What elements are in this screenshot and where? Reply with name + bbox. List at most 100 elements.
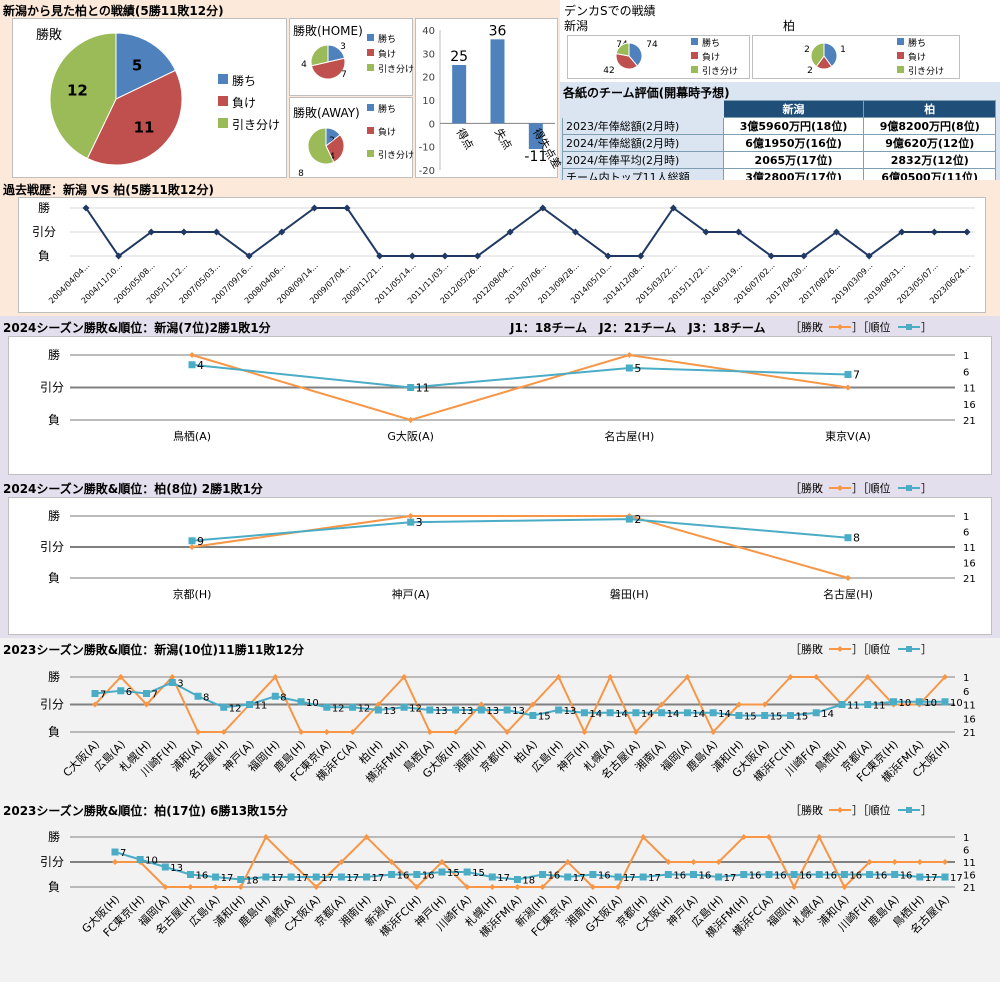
season-2023-niigata-result-point bbox=[478, 701, 485, 708]
away-pie-legend-swatch bbox=[367, 150, 374, 157]
home-pie-legend-label: 勝ち bbox=[378, 33, 396, 45]
season-2023-niigata-result-point bbox=[452, 729, 459, 735]
denka-niigata-pie-slice bbox=[615, 53, 639, 70]
season-2023-niigata-rank-value-label: 13 bbox=[512, 706, 525, 717]
season-2023-kashiwa-rank-value-label: 16 bbox=[824, 871, 837, 882]
score-bar-value-label: 25 bbox=[450, 49, 468, 65]
season-2023-niigata-rank-point bbox=[838, 701, 846, 708]
home-pie-title: 勝敗(HOME) bbox=[293, 24, 363, 38]
season-2024-niigata-y-label-draw: 引分 bbox=[40, 381, 64, 395]
season-2023-niigata-rank-point bbox=[889, 698, 897, 706]
denka-title: デンカSでの戦績 bbox=[564, 4, 656, 18]
season-2023-niigata-rank-point bbox=[683, 709, 691, 717]
history-point bbox=[408, 252, 416, 260]
season-2023-kashiwa-result-point bbox=[262, 834, 269, 840]
denka-niigata-pie-legend-swatch bbox=[691, 52, 698, 59]
season-2023-niigata-result-point bbox=[813, 674, 820, 680]
history-point bbox=[571, 228, 579, 236]
home-pie-legend-label: 引き分け bbox=[378, 64, 414, 75]
season-2023-kashiwa-rank-point bbox=[212, 873, 220, 881]
overall-pie-slice bbox=[86, 69, 183, 166]
season-2023-niigata-rank-point bbox=[91, 690, 99, 697]
home-pie-slice-label: 3 bbox=[340, 42, 346, 52]
season-2023-niigata-rank-point bbox=[477, 706, 485, 714]
season-2023-kashiwa-rank-value-label: 16 bbox=[598, 871, 611, 882]
season-2023-kashiwa-rank-point bbox=[363, 873, 371, 881]
row-label: 2024/年俸平均(2月時) bbox=[562, 151, 724, 169]
season-2023-kashiwa-result-point bbox=[438, 859, 445, 865]
season-2023-niigata-rank-point bbox=[658, 709, 666, 717]
season-2023-niigata-rank-point bbox=[709, 709, 717, 717]
history-point bbox=[506, 228, 514, 236]
season-2023-niigata-result-point bbox=[323, 729, 330, 735]
denka-kashiwa-box bbox=[752, 35, 960, 79]
season-2023-niigata-rank-point bbox=[323, 703, 331, 711]
season-2024-niigata-y-label-win: 勝 bbox=[48, 347, 60, 362]
score-bar bbox=[452, 65, 467, 124]
season-2023-niigata-rank-point bbox=[735, 712, 743, 719]
season-2024-niigata-legend-end: ］ bbox=[921, 321, 932, 334]
column-header-kashiwa: 柏 bbox=[863, 100, 996, 118]
season-2023-niigata-rank-value-label: 13 bbox=[486, 706, 499, 717]
season-2023-kashiwa-rank-line bbox=[114, 851, 945, 881]
season-2023-niigata-rank-point bbox=[194, 692, 202, 700]
history-point bbox=[930, 228, 938, 236]
season-2023-kashiwa-rank-point bbox=[689, 871, 697, 878]
season-2023-niigata-result-point bbox=[942, 674, 948, 680]
season-2023-kashiwa-rank-point bbox=[337, 873, 345, 881]
season-2024-niigata-result-point bbox=[626, 352, 633, 358]
season-2023-niigata-rank-point bbox=[297, 698, 305, 706]
season-2023-niigata-rank-value-label: 14 bbox=[589, 709, 602, 720]
season-2023-niigata-rank-value-label: 3 bbox=[177, 679, 183, 690]
season-2023-niigata-result-point bbox=[607, 674, 614, 680]
season-2024-kashiwa-rank-line bbox=[191, 518, 849, 542]
season-2023-kashiwa-result-point bbox=[388, 859, 395, 865]
season-2023-kashiwa-result-point bbox=[539, 884, 546, 890]
season-2023-niigata-rank-value-label: 8 bbox=[280, 692, 286, 703]
season-2023-niigata-result-point bbox=[143, 701, 150, 708]
season-2024-kashiwa-legend-result-marker bbox=[837, 485, 843, 491]
table-cell: 9億8200万円(8位) bbox=[863, 117, 996, 135]
season-2023-kashiwa-rank-value-label: 15 bbox=[447, 868, 460, 879]
season-2023-kashiwa-rank-value-label: 16 bbox=[749, 871, 762, 882]
season-2023-kashiwa-rank-point bbox=[186, 871, 194, 878]
season-2023-niigata-rank-value-label: 14 bbox=[641, 709, 654, 720]
season-2023-kashiwa-y-label-lose: 負 bbox=[48, 880, 60, 894]
history-point bbox=[669, 204, 677, 212]
season-2023-kashiwa-rank-point bbox=[564, 873, 572, 881]
overall-pie-slice bbox=[49, 32, 117, 160]
season-2023-niigata-result-point bbox=[117, 674, 124, 680]
season-2023-kashiwa-rank-value-label: 17 bbox=[648, 873, 661, 884]
season-2023-kashiwa-rank-point bbox=[136, 856, 144, 863]
season-2023-niigata-rank-value-label: 14 bbox=[667, 709, 680, 720]
score-bar-tick-label: 20 bbox=[422, 73, 435, 84]
season-2024-niigata-rank-value-label: 5 bbox=[634, 362, 641, 375]
denka-niigata-pie-slice-label: 42 bbox=[603, 66, 614, 76]
season-2024-kashiwa-legend-rank-label: ］［順位 bbox=[852, 481, 891, 495]
season-2023-kashiwa-rank-value-label: 17 bbox=[321, 873, 334, 884]
season-2023-niigata-rank-point bbox=[117, 687, 125, 695]
season-2023-kashiwa-rank-value-label: 16 bbox=[799, 871, 812, 882]
season-2023-kashiwa-rank-tick-label: 16 bbox=[963, 871, 976, 882]
away-pie-legend-swatch bbox=[367, 127, 374, 134]
season-2023-kashiwa-rank-value-label: 17 bbox=[623, 873, 636, 884]
season-2023-niigata-rank-point bbox=[529, 712, 537, 719]
season-2024-kashiwa-y-label-draw: 引分 bbox=[40, 540, 64, 554]
season-2023-kashiwa-rank-point bbox=[513, 876, 521, 883]
history-point bbox=[604, 252, 612, 260]
season-2023-niigata-rank-point bbox=[143, 690, 151, 697]
season-2023-niigata-rank-point bbox=[503, 706, 511, 714]
season-2024-kashiwa-rank-point bbox=[844, 534, 852, 542]
season-2023-kashiwa-legend-result-marker bbox=[837, 807, 843, 813]
season-2024-niigata-rank-tick-label: 11 bbox=[963, 384, 976, 395]
season-2023-kashiwa-result-point bbox=[841, 884, 848, 890]
season-2023-kashiwa-rank-value-label: 16 bbox=[849, 871, 862, 882]
season-2023-kashiwa-rank-point bbox=[715, 873, 723, 881]
season-2023-kashiwa-result-line bbox=[115, 834, 945, 890]
season-2024-kashiwa-rank-value-label: 8 bbox=[853, 532, 860, 545]
season-2023-niigata-rank-tick-label: 21 bbox=[963, 728, 976, 739]
season-2023-niigata-rank-point bbox=[555, 706, 563, 714]
season-2023-kashiwa-rank-point bbox=[438, 868, 446, 876]
score-bar-tick-label: 30 bbox=[422, 49, 435, 60]
denka-niigata-pie-legend-swatch bbox=[691, 66, 698, 73]
